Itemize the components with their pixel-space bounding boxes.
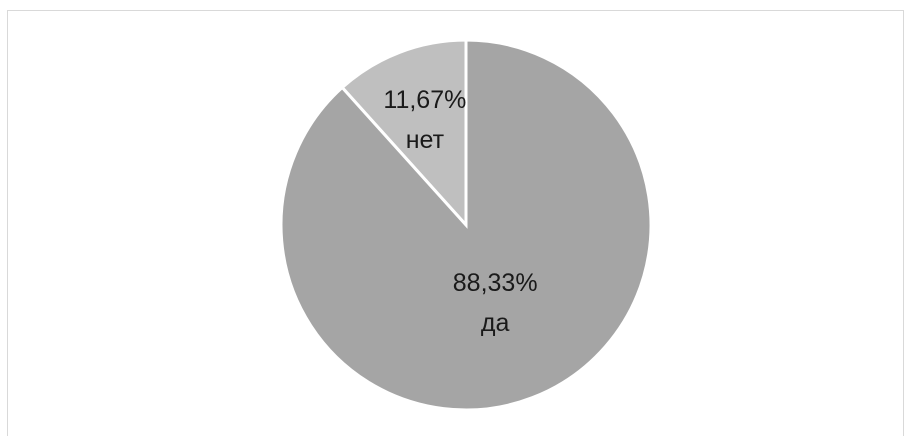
slice-value-label-1: 88,33% bbox=[453, 269, 538, 297]
slice-category-label-0: нет bbox=[406, 126, 445, 154]
slice-value-label-0: 11,67% bbox=[383, 86, 466, 114]
pie-slice-0 bbox=[340, 38, 468, 229]
pie-slice-label-1: 88,33% да bbox=[453, 269, 538, 337]
pie-slice-label-0: 11,67% нет bbox=[383, 86, 466, 154]
pie-slices bbox=[279, 38, 653, 412]
pie-slice-1 bbox=[279, 38, 653, 412]
pie-labels: 11,67% нет 88,33% да bbox=[383, 86, 537, 337]
slice-category-label-1: да bbox=[481, 309, 510, 337]
